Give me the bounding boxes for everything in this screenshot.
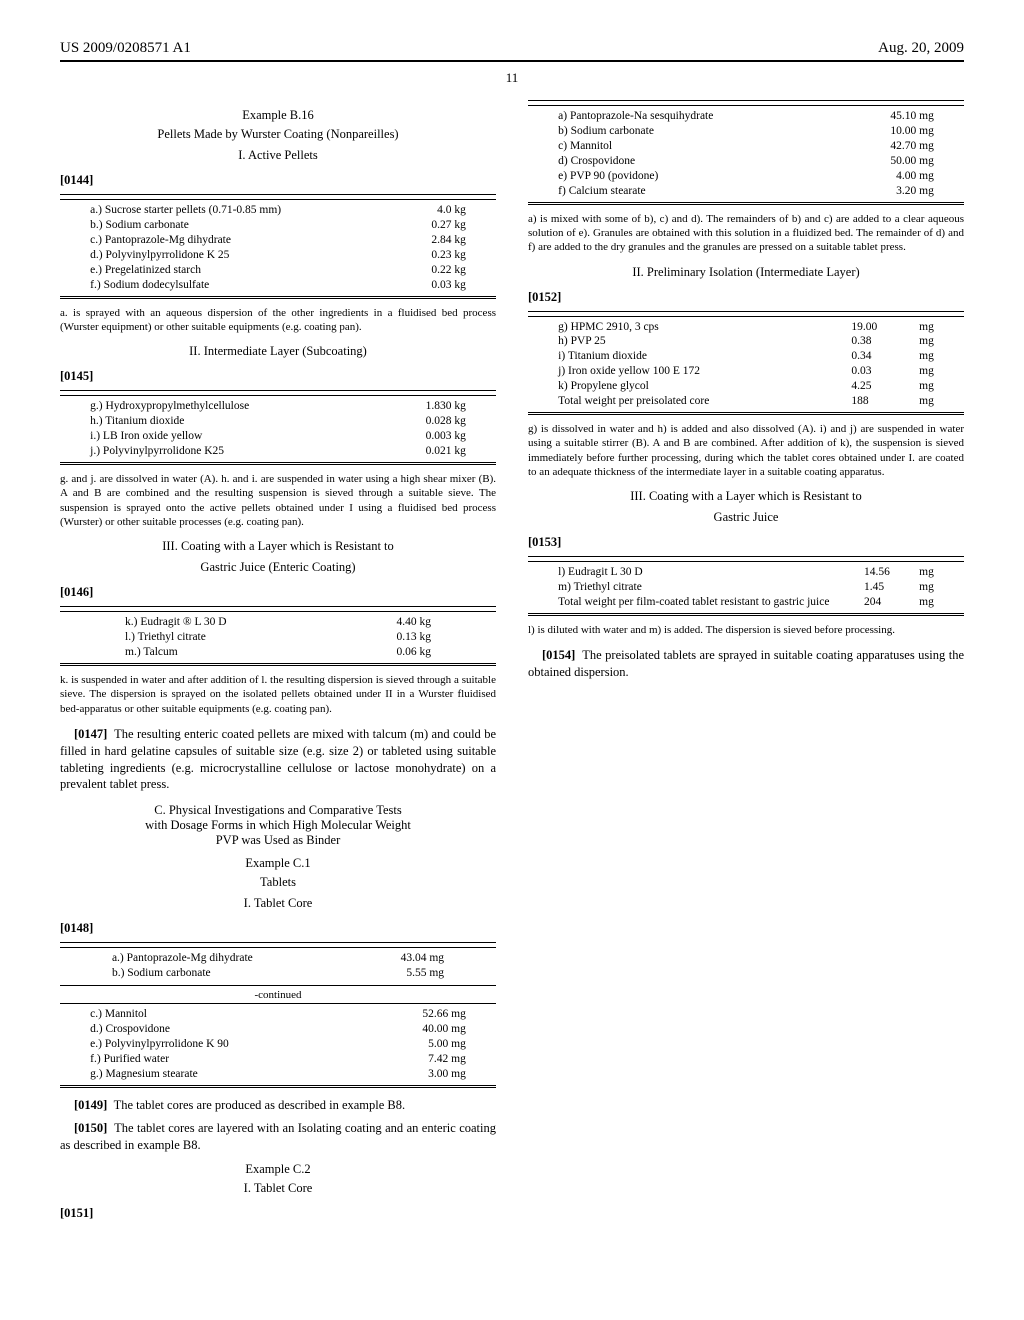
table-row: Total weight per film-coated tablet resi… xyxy=(554,595,938,610)
table-row: h.) Titanium dioxide0.028 kg xyxy=(86,414,470,429)
example-c2-title: Example C.2 xyxy=(60,1162,496,1177)
section-active-pellets: I. Active Pellets xyxy=(60,148,496,163)
section-c-3: PVP was Used as Binder xyxy=(60,833,496,848)
section-enteric-1: III. Coating with a Layer which is Resis… xyxy=(60,539,496,554)
table-c1-core-start: a.) Pantoprazole-Mg dihydrate43.04 mg b.… xyxy=(60,942,496,981)
table-row: g) HPMC 2910, 3 cps19.00mg xyxy=(554,320,938,335)
table-row: i) Titanium dioxide0.34mg xyxy=(554,349,938,364)
note-t8: l) is diluted with water and m) is added… xyxy=(528,623,964,637)
section-c-1: C. Physical Investigations and Comparati… xyxy=(60,803,496,818)
table-row: b.) Sodium carbonate5.55 mg xyxy=(108,966,448,981)
para-0144: [0144] xyxy=(60,173,496,188)
section-intermediate-layer: II. Intermediate Layer (Subcoating) xyxy=(60,344,496,359)
table-row: c.) Pantoprazole-Mg dihydrate2.84 kg xyxy=(86,233,470,248)
table-row: e) PVP 90 (povidone)4.00 mg xyxy=(554,169,938,184)
section-enteric-2: Gastric Juice (Enteric Coating) xyxy=(60,560,496,575)
note-t2: g. and j. are dissolved in water (A). h.… xyxy=(60,472,496,529)
para-0154: [0154] The preisolated tablets are spray… xyxy=(528,647,964,681)
table-row: l) Eudragit L 30 D14.56mg xyxy=(554,565,938,580)
note-t7: g) is dissolved in water and h) is added… xyxy=(528,422,964,479)
para-0151: [0151] xyxy=(60,1206,496,1221)
doc-date: Aug. 20, 2009 xyxy=(878,40,964,57)
table-active-pellets: a.) Sucrose starter pellets (0.71-0.85 m… xyxy=(60,194,496,302)
table-row: b.) Sodium carbonate0.27 kg xyxy=(86,218,470,233)
c2-gastric-1: III. Coating with a Layer which is Resis… xyxy=(528,489,964,504)
table-row: j) Iron oxide yellow 100 E 1720.03mg xyxy=(554,364,938,379)
table-row: h) PVP 250.38mg xyxy=(554,334,938,349)
example-b16-subtitle: Pellets Made by Wurster Coating (Nonpare… xyxy=(60,127,496,142)
c2-tablet-core: I. Tablet Core xyxy=(60,1181,496,1196)
table-row: l.) Triethyl citrate0.13 kg xyxy=(121,630,435,645)
table-c2-intermediate: g) HPMC 2910, 3 cps19.00mg h) PVP 250.38… xyxy=(528,311,964,419)
table-row: c.) Mannitol52.66 mg xyxy=(86,1007,470,1022)
para-0145: [0145] xyxy=(60,369,496,384)
table-row: g.) Magnesium stearate3.00 mg xyxy=(86,1067,470,1082)
table-row: Total weight per preisolated core188mg xyxy=(554,394,938,409)
para-0150: [0150] The tablet cores are layered with… xyxy=(60,1120,496,1154)
table-row: c) Mannitol42.70 mg xyxy=(554,139,938,154)
table-row: d.) Crospovidone40.00 mg xyxy=(86,1022,470,1037)
c1-tablet-core: I. Tablet Core xyxy=(60,896,496,911)
example-c1-sub: Tablets xyxy=(60,875,496,890)
table-row: a.) Pantoprazole-Mg dihydrate43.04 mg xyxy=(108,951,448,966)
table-row: k.) Eudragit ® L 30 D4.40 kg xyxy=(121,615,435,630)
table-row: a) Pantoprazole-Na sesquihydrate45.10 mg xyxy=(554,109,938,124)
table-row: m) Triethyl citrate1.45mg xyxy=(554,580,938,595)
table-c2-core: a) Pantoprazole-Na sesquihydrate45.10 mg… xyxy=(528,100,964,208)
doc-number: US 2009/0208571 A1 xyxy=(60,40,191,57)
note-t3: k. is suspended in water and after addit… xyxy=(60,673,496,716)
table-row: f.) Sodium dodecylsulfate0.03 kg xyxy=(86,278,470,293)
para-0149: [0149] The tablet cores are produced as … xyxy=(60,1097,496,1114)
table-subcoating: g.) Hydroxypropylmethylcellulose1.830 kg… xyxy=(60,390,496,468)
table-enteric: k.) Eudragit ® L 30 D4.40 kg l.) Triethy… xyxy=(60,606,496,669)
table-row: g.) Hydroxypropylmethylcellulose1.830 kg xyxy=(86,399,470,414)
c2-prelim-isolation: II. Preliminary Isolation (Intermediate … xyxy=(528,265,964,280)
table-c2-gastric: l) Eudragit L 30 D14.56mg m) Triethyl ci… xyxy=(528,556,964,619)
table-row: d.) Polyvinylpyrrolidone K 250.23 kg xyxy=(86,248,470,263)
note-t6: a) is mixed with some of b), c) and d). … xyxy=(528,212,964,255)
c2-gastric-2: Gastric Juice xyxy=(528,510,964,525)
header-rule xyxy=(60,60,964,62)
example-c1-title: Example C.1 xyxy=(60,856,496,871)
table-row: k) Propylene glycol4.25mg xyxy=(554,379,938,394)
example-b16-title: Example B.16 xyxy=(60,108,496,123)
table-row: m.) Talcum0.06 kg xyxy=(121,645,435,660)
table-row: d) Crospovidone50.00 mg xyxy=(554,154,938,169)
table-row: a.) Sucrose starter pellets (0.71-0.85 m… xyxy=(86,203,470,218)
para-0152: [0152] xyxy=(528,290,964,305)
table-row: b) Sodium carbonate10.00 mg xyxy=(554,124,938,139)
para-0147: [0147] The resulting enteric coated pell… xyxy=(60,726,496,794)
table-row: e.) Polyvinylpyrrolidone K 905.00 mg xyxy=(86,1037,470,1052)
note-t1: a. is sprayed with an aqueous dispersion… xyxy=(60,306,496,335)
table-row: i.) LB Iron oxide yellow0.003 kg xyxy=(86,429,470,444)
table-row: f) Calcium stearate3.20 mg xyxy=(554,184,938,199)
continued-label: -continued xyxy=(60,989,496,1001)
table-row: f.) Purified water7.42 mg xyxy=(86,1052,470,1067)
para-0148: [0148] xyxy=(60,921,496,936)
table-row: e.) Pregelatinized starch0.22 kg xyxy=(86,263,470,278)
section-c-2: with Dosage Forms in which High Molecula… xyxy=(60,818,496,833)
page-number: 11 xyxy=(60,70,964,86)
para-0153: [0153] xyxy=(528,535,964,550)
para-0146: [0146] xyxy=(60,585,496,600)
table-row: j.) Polyvinylpyrrolidone K250.021 kg xyxy=(86,444,470,459)
table-c1-core-continued: -continued c.) Mannitol52.66 mg d.) Cros… xyxy=(60,985,496,1091)
